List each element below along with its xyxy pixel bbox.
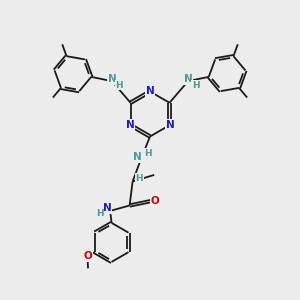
Text: N: N (166, 120, 175, 130)
Text: H: H (192, 80, 200, 89)
Text: N: N (184, 74, 193, 84)
Text: N: N (107, 74, 116, 84)
Text: O: O (83, 251, 92, 261)
Text: H: H (116, 80, 123, 89)
Text: H: H (144, 149, 152, 158)
Text: H: H (135, 174, 143, 183)
Text: N: N (103, 203, 112, 213)
Text: N: N (133, 152, 142, 163)
Text: O: O (150, 196, 159, 206)
Text: N: N (146, 86, 154, 97)
Text: N: N (125, 120, 134, 130)
Text: H: H (96, 209, 104, 218)
